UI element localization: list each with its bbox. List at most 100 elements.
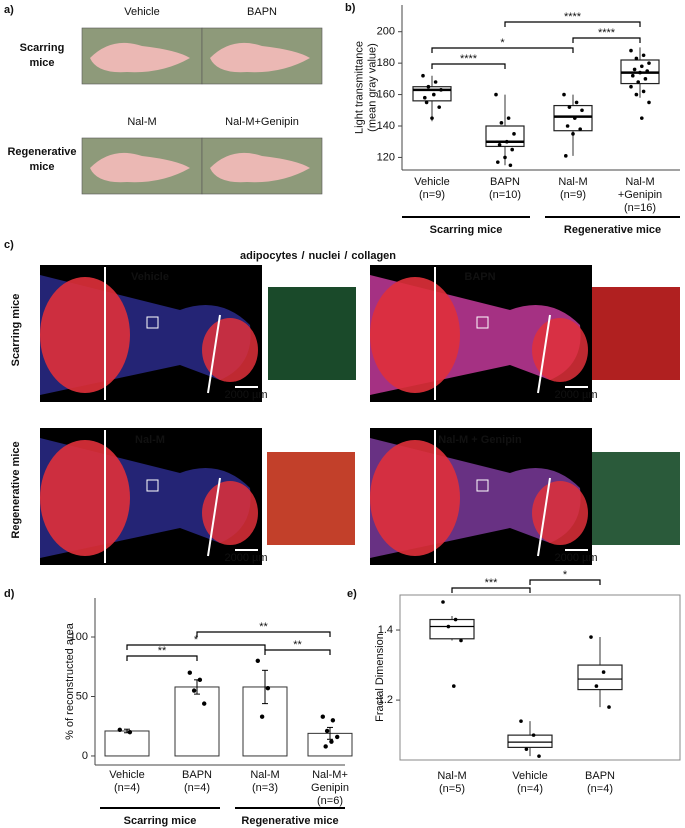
data-point: [117, 727, 123, 732]
data-point: [638, 70, 642, 75]
x-tick-label: Vehicle: [414, 176, 449, 188]
x-tick-label: (n=4): [587, 783, 613, 795]
data-point: [567, 105, 572, 109]
data-point: [459, 638, 463, 643]
image-title: Nal-M: [127, 116, 156, 128]
tissue: [210, 152, 310, 183]
y-tick-label: 140: [377, 120, 395, 132]
error-bar: [262, 669, 268, 705]
data-point: [519, 719, 523, 723]
image-title: Nal-M+Genipin: [225, 116, 299, 128]
error-bar: [327, 726, 333, 740]
adipose: [370, 277, 460, 393]
tissue: [90, 42, 190, 73]
significance-bracket: [572, 37, 641, 43]
data-point: [499, 121, 504, 125]
x-tick-label: (n=4): [184, 782, 210, 794]
data-point: [432, 92, 436, 97]
adipose: [202, 318, 258, 382]
image-title: Vehicle: [131, 271, 169, 283]
x-tick-label: Nal-M: [437, 770, 466, 782]
x-tick-label: (n=16): [624, 202, 656, 214]
data-point: [202, 701, 207, 706]
panel-label: e): [347, 588, 357, 600]
image-title: BAPN: [464, 271, 495, 283]
row-label: Scarring mice: [10, 294, 22, 367]
data-point: [335, 734, 340, 740]
scale-bar-label: 2000 µm: [554, 552, 597, 564]
x-tick-label: Nal-M: [625, 176, 654, 188]
significance-bracket: [126, 655, 198, 661]
data-point: [265, 685, 271, 691]
significance-label: **: [158, 645, 167, 657]
x-tick-label: (n=9): [560, 189, 586, 201]
group-label: Scarring mice: [124, 815, 197, 827]
roi: [146, 316, 159, 329]
data-point: [255, 658, 260, 664]
significance-label: ****: [564, 11, 582, 23]
data-point: [629, 48, 633, 53]
box: [507, 734, 553, 748]
data-point: [439, 88, 443, 92]
data-point: [452, 684, 456, 688]
significance-label: **: [259, 621, 268, 633]
data-point: [421, 73, 425, 78]
data-point: [629, 84, 633, 89]
data-point: [607, 705, 611, 709]
data-point: [324, 728, 330, 734]
cut-line: [207, 477, 221, 557]
data-point: [647, 61, 651, 65]
cut-line: [537, 314, 551, 394]
legend-entry: adipocytes: [240, 250, 297, 262]
x-tick-label: (n=10): [489, 189, 521, 201]
bar: [104, 730, 150, 757]
x-tick-label: (n=4): [517, 783, 543, 795]
panel-label: a): [4, 4, 14, 16]
y-tick-label: 1.2: [378, 694, 393, 706]
cut-line: [207, 314, 221, 394]
x-tick-label: Genipin: [311, 782, 349, 794]
data-point: [430, 116, 434, 120]
y-axis-label: (mean gray value): [366, 43, 378, 132]
bar: [174, 686, 220, 757]
data-point: [497, 143, 502, 147]
data-point: [330, 718, 336, 723]
y-tick-label: 1.4: [378, 624, 393, 636]
data-point: [564, 154, 568, 158]
panel-label: c): [4, 239, 14, 251]
significance-bracket: [264, 649, 331, 655]
adipose: [370, 440, 460, 556]
data-point: [647, 100, 651, 105]
significance-bracket: [529, 579, 601, 585]
tissue: [210, 42, 310, 73]
significance-label: ****: [598, 27, 616, 39]
y-tick-label: 120: [377, 151, 395, 163]
roi: [146, 479, 159, 492]
significance-label: ***: [485, 577, 499, 589]
data-point: [197, 677, 203, 683]
data-point: [565, 124, 570, 128]
data-point: [329, 739, 334, 744]
box: [485, 125, 525, 148]
data-point: [640, 64, 644, 69]
data-point: [594, 684, 599, 688]
x-tick-label: Vehicle: [512, 770, 547, 782]
row-label: Regenerative mice: [10, 441, 22, 538]
data-point: [508, 163, 513, 168]
data-point: [578, 127, 582, 131]
panel-label: b): [345, 2, 356, 14]
y-tick-label: 100: [70, 631, 88, 643]
scale-bar-label: 2000 µm: [224, 389, 267, 401]
scale-bar-label: 2000 µm: [224, 552, 267, 564]
panel-label: d): [4, 588, 15, 600]
scale-bar-label: 2000 µm: [554, 389, 597, 401]
group-label: Scarring mice: [430, 224, 503, 236]
y-tick-label: 160: [377, 88, 395, 100]
significance-label: **: [293, 639, 302, 651]
data-point: [636, 80, 640, 84]
x-tick-label: Vehicle: [109, 769, 144, 781]
box: [429, 618, 475, 640]
data-point: [505, 139, 509, 144]
row-label: Scarring: [20, 42, 65, 54]
image-title: Nal-M: [135, 434, 165, 446]
